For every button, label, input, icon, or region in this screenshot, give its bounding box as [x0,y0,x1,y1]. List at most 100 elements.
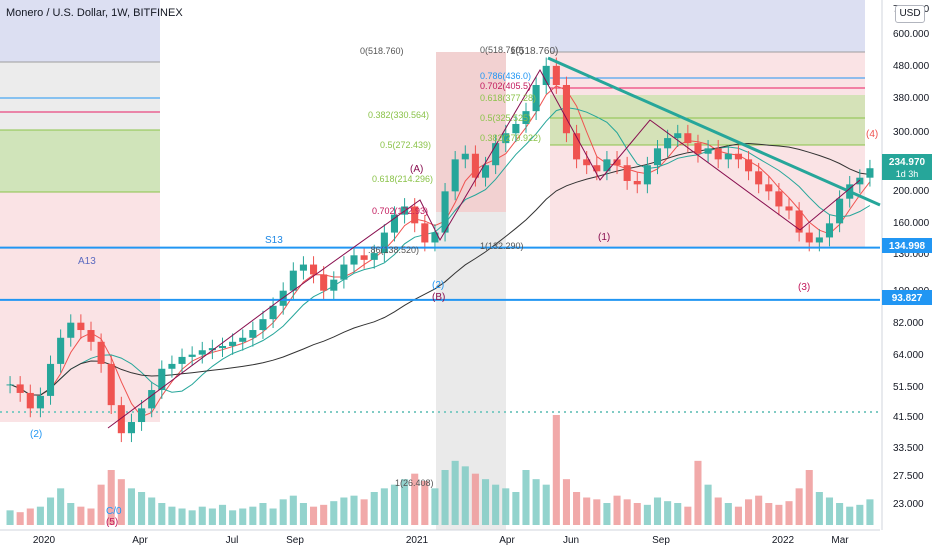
candle-body [623,165,631,181]
zone-purple-right [550,0,865,52]
volume-bar [704,484,712,525]
candle-body [552,65,560,86]
volume-bar [158,503,166,525]
volume-bar [168,506,176,525]
candle-body [734,153,742,160]
volume-bar [107,470,115,525]
x-tick-label: Mar [831,535,849,546]
downtrend-line [547,56,881,207]
volume-bar [67,503,75,525]
candle-body [633,180,641,185]
volume-bar [360,499,368,525]
zone-purple-left [0,0,160,62]
volume-bar [208,508,216,525]
volume-bar [825,497,834,525]
candle-body [87,330,95,342]
candle-body [441,191,449,233]
y-tick-label: 27.500 [893,471,924,482]
volume-bar [441,470,449,525]
candle-body [26,392,34,409]
y-tick-label: 41.500 [893,412,924,423]
volume-bar [451,460,459,525]
volume-bar [623,499,631,525]
volume-bar [603,503,611,525]
volume-bar [178,508,186,525]
volume-bar [380,488,388,525]
volume-bar [765,503,773,525]
volume-bar [866,499,874,525]
x-tick-label: Sep [652,535,670,546]
volume-bar [77,506,85,525]
x-axis-strip [0,530,932,550]
wave-label: (3) [798,282,810,293]
candle-body [775,191,783,207]
candle-body [198,350,206,355]
volume-bar [16,512,24,525]
price-label-bg [882,290,932,305]
y-axis-strip [882,0,932,550]
candle-body [340,264,348,280]
candle-body [259,319,267,331]
volume-bar [684,506,692,525]
volume-bar [279,499,287,525]
price-label-bg [882,154,932,180]
fib-label-left: 0(518.760) [360,46,404,56]
fib-label-left: .86(138.520) [368,245,419,255]
fib-label-left: 0.618(214.296) [372,174,433,184]
candle-body [674,133,682,139]
fib-label-left: 1(26.408) [395,478,434,488]
candle-body [512,123,520,134]
fib-label-left: 0.702(172.93) [372,206,428,216]
candle-body [704,148,712,154]
wave-label: (2) [432,280,444,291]
candle-body [856,177,864,185]
wave-label: (A) [410,164,423,175]
volume-bar [775,504,783,525]
candle-body [613,159,621,166]
volume-bar [289,495,297,525]
candle-body [866,168,874,178]
currency-button[interactable]: USD [895,5,925,23]
volume-bar [795,488,803,525]
candle-body [107,363,115,406]
candle-body [795,210,803,233]
x-tick-label: Apr [132,535,148,546]
candle-body [138,408,146,423]
candle-body [694,143,702,154]
candle-body [77,322,85,331]
zone-pink-left [0,192,160,422]
fib-label-left: 0.5(272.439) [380,140,431,150]
candle-body [461,153,469,160]
fib-label: 0.5(325.525) [480,113,531,123]
wave-label: (2) [30,429,42,440]
volume-bar [714,497,722,525]
wave-label: 1(518.760) [510,46,558,57]
volume-bar [340,497,348,525]
candle-body [643,165,651,185]
candle-body [6,384,14,386]
candle-body [542,65,550,86]
volume-bar [815,492,823,525]
candle-body [360,255,368,260]
candle-body [562,85,570,134]
candle-body [239,337,247,342]
candle-body [815,237,823,243]
x-tick-label: 2021 [406,535,429,546]
candle-body [532,85,540,112]
wave-label: (B) [432,292,445,303]
candle-body [178,356,186,364]
volume-bar [411,473,419,525]
y-tick-label: 82.000 [893,318,924,329]
wave-label: A13 [78,256,96,267]
candle-body [684,133,692,144]
volume-bar [522,470,530,525]
volume-bar [745,499,753,525]
x-tick-label: Jul [226,535,239,546]
candle-body [765,184,773,192]
candle-body [431,232,439,243]
volume-bar [138,492,146,525]
volume-bar [299,503,307,525]
volume-bar [471,473,479,525]
